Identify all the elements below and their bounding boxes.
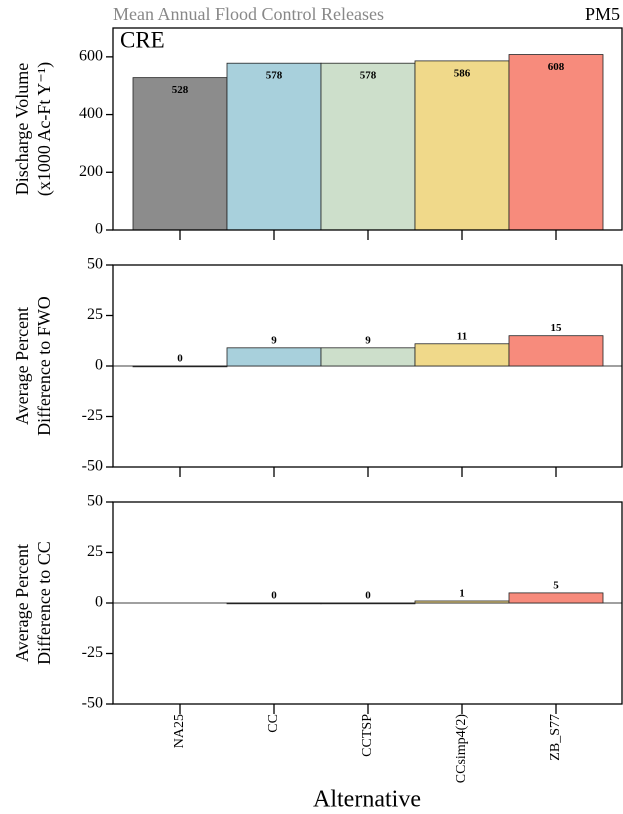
value-label: 11	[457, 330, 467, 342]
bar	[414, 343, 510, 367]
y-axis-label: (x1000 Ac-Ft Y⁻¹)	[34, 62, 55, 196]
value-label: 5	[553, 579, 559, 591]
y-tick-label: 600	[79, 48, 103, 65]
plot-frame	[112, 27, 623, 231]
x-tick-label: NA25	[172, 714, 187, 748]
bar	[320, 347, 416, 367]
value-label: 0	[271, 590, 277, 602]
x-axis-label: Alternative	[313, 787, 421, 813]
value-label: 9	[365, 334, 371, 346]
y-tick-label: -50	[82, 695, 103, 712]
bar	[508, 335, 604, 367]
x-tick-label: CCTSP	[360, 714, 375, 757]
y-axis-label: Difference to CC	[34, 541, 54, 665]
y-tick-label: 0	[95, 594, 103, 611]
bar	[132, 365, 228, 368]
value-label: 0	[365, 590, 371, 602]
y-tick-label: 200	[79, 163, 103, 180]
value-label: 528	[172, 84, 189, 96]
y-tick-label: 50	[87, 493, 103, 510]
value-label: 1	[459, 588, 465, 600]
y-axis-label: Discharge Volume	[12, 63, 32, 196]
y-tick-label: 50	[87, 256, 103, 273]
value-label: 0	[177, 353, 183, 365]
y-tick-label: 0	[95, 357, 103, 374]
bar	[320, 62, 416, 231]
bar	[508, 592, 604, 604]
bar	[226, 62, 322, 231]
y-axis-label: Difference to FWO	[34, 296, 54, 436]
value-label: 15	[551, 322, 563, 334]
chart-title: Mean Annual Flood Control Releases	[113, 4, 384, 24]
bar	[414, 60, 510, 231]
plot-frame	[112, 264, 623, 468]
y-tick-label: 400	[79, 105, 103, 122]
x-tick-label: CCsimp4(2)	[454, 714, 469, 784]
y-tick-label: 25	[87, 543, 103, 560]
y-axis-label: Average Percent	[12, 307, 32, 425]
value-label: 608	[548, 61, 565, 73]
corner-label: PM5	[585, 4, 620, 24]
bar	[320, 602, 416, 605]
y-tick-label: -50	[82, 458, 103, 475]
plot-frame	[112, 501, 623, 705]
x-tick-label: ZB_S77	[548, 714, 563, 761]
x-tick-label: CC	[266, 714, 281, 733]
bar	[132, 77, 228, 231]
y-tick-label: 25	[87, 306, 103, 323]
bar	[226, 602, 322, 605]
bar	[226, 347, 322, 367]
value-label: 586	[454, 67, 471, 79]
bar	[414, 600, 510, 604]
value-label: 578	[266, 70, 283, 82]
value-label: 578	[360, 70, 377, 82]
y-tick-label: -25	[82, 644, 103, 661]
panel-label: CRE	[120, 27, 165, 52]
y-tick-label: -25	[82, 407, 103, 424]
bar	[508, 54, 604, 231]
y-tick-label: 0	[95, 221, 103, 238]
y-axis-label: Average Percent	[12, 544, 32, 662]
value-label: 9	[271, 334, 277, 346]
